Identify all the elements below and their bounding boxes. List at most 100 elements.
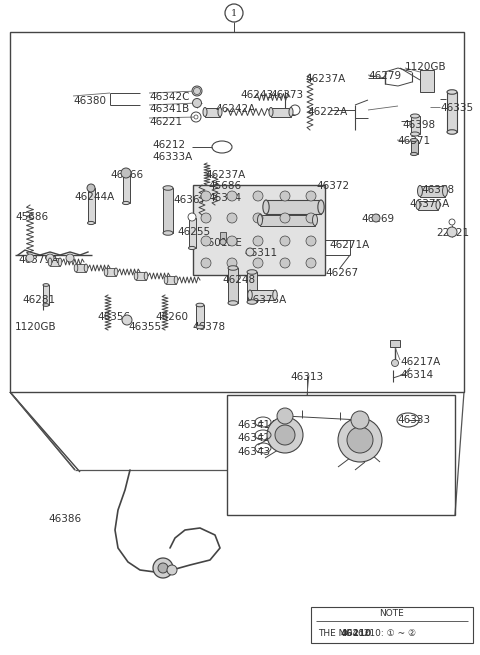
Ellipse shape <box>410 138 418 141</box>
Bar <box>418 200 438 210</box>
Bar <box>87 188 95 223</box>
Ellipse shape <box>248 290 252 300</box>
Text: 1: 1 <box>231 9 237 18</box>
Text: 46221: 46221 <box>149 117 182 127</box>
Ellipse shape <box>418 185 422 196</box>
Circle shape <box>194 115 198 119</box>
Ellipse shape <box>58 258 62 266</box>
Ellipse shape <box>122 172 130 175</box>
Circle shape <box>121 168 131 178</box>
Ellipse shape <box>447 90 457 94</box>
Ellipse shape <box>203 107 207 117</box>
Ellipse shape <box>443 185 447 196</box>
Circle shape <box>306 236 316 246</box>
Ellipse shape <box>43 284 49 286</box>
Ellipse shape <box>164 276 168 284</box>
Ellipse shape <box>289 107 293 117</box>
Text: 46210: 46210 <box>341 629 372 637</box>
Bar <box>250 290 275 300</box>
Ellipse shape <box>416 200 420 210</box>
Text: 46374: 46374 <box>208 193 241 203</box>
Text: 46398: 46398 <box>402 120 435 130</box>
Circle shape <box>253 236 263 246</box>
Circle shape <box>275 425 295 445</box>
Bar <box>76 264 86 272</box>
Bar <box>43 285 49 305</box>
Bar <box>410 140 418 154</box>
Ellipse shape <box>163 231 173 235</box>
Ellipse shape <box>436 200 440 210</box>
Circle shape <box>201 258 211 268</box>
Bar <box>420 185 445 196</box>
Circle shape <box>158 563 168 573</box>
Circle shape <box>347 427 373 453</box>
Text: 46341B: 46341B <box>149 104 189 114</box>
Circle shape <box>122 315 132 325</box>
Text: 46386: 46386 <box>48 514 81 524</box>
Circle shape <box>267 417 303 453</box>
Ellipse shape <box>447 130 457 134</box>
Bar <box>196 305 204 327</box>
Ellipse shape <box>228 266 238 271</box>
Ellipse shape <box>104 268 108 276</box>
Text: 46222A: 46222A <box>307 107 347 117</box>
Text: THE NO46210: ① ~ ②: THE NO46210: ① ~ ② <box>318 629 416 637</box>
Circle shape <box>253 191 263 201</box>
Text: 22121: 22121 <box>436 228 469 238</box>
Bar <box>390 340 400 347</box>
Circle shape <box>253 258 263 268</box>
Circle shape <box>277 408 293 424</box>
Circle shape <box>87 184 95 192</box>
Text: 46371: 46371 <box>397 136 430 146</box>
Text: 46217A: 46217A <box>400 357 440 367</box>
Text: 46269: 46269 <box>361 214 394 224</box>
Text: 46356: 46356 <box>97 312 130 322</box>
Text: 46342B: 46342B <box>237 433 277 443</box>
Text: 1601DE: 1601DE <box>202 238 243 248</box>
Circle shape <box>306 213 316 223</box>
Text: NOTE: NOTE <box>380 610 404 618</box>
Ellipse shape <box>273 290 277 300</box>
Ellipse shape <box>410 132 420 136</box>
Text: 46313: 46313 <box>290 372 323 382</box>
Ellipse shape <box>410 114 420 118</box>
Text: 46281: 46281 <box>22 295 55 305</box>
Text: 1120GB: 1120GB <box>15 322 57 332</box>
Bar <box>271 107 291 117</box>
Text: 46372: 46372 <box>316 181 349 191</box>
Ellipse shape <box>196 325 204 329</box>
Ellipse shape <box>134 272 138 280</box>
Ellipse shape <box>228 301 238 305</box>
Bar <box>163 188 173 233</box>
Circle shape <box>227 258 237 268</box>
Text: 46343: 46343 <box>237 447 270 457</box>
Bar <box>136 272 146 280</box>
Ellipse shape <box>114 268 118 276</box>
Text: 46242A: 46242A <box>215 104 255 114</box>
Text: 46237A: 46237A <box>305 74 345 84</box>
Circle shape <box>280 213 290 223</box>
Circle shape <box>201 213 211 223</box>
Circle shape <box>66 254 74 262</box>
Text: 46355: 46355 <box>128 322 161 332</box>
Bar <box>122 173 130 203</box>
Circle shape <box>167 565 177 575</box>
Bar <box>410 116 420 134</box>
Circle shape <box>201 191 211 201</box>
Text: 46267: 46267 <box>325 268 358 278</box>
Text: 46255: 46255 <box>177 227 210 237</box>
Text: 46244A: 46244A <box>74 192 114 202</box>
Text: 46271A: 46271A <box>329 240 369 250</box>
Circle shape <box>372 214 380 222</box>
Circle shape <box>26 254 34 262</box>
Text: 46248: 46248 <box>222 275 255 285</box>
Circle shape <box>280 258 290 268</box>
Text: 46378: 46378 <box>192 322 225 332</box>
Text: 46333A: 46333A <box>152 152 192 162</box>
Ellipse shape <box>74 264 78 272</box>
Ellipse shape <box>189 216 195 219</box>
Bar <box>447 92 457 132</box>
Ellipse shape <box>410 153 418 156</box>
Circle shape <box>253 213 263 223</box>
Text: 46379A: 46379A <box>18 255 58 265</box>
